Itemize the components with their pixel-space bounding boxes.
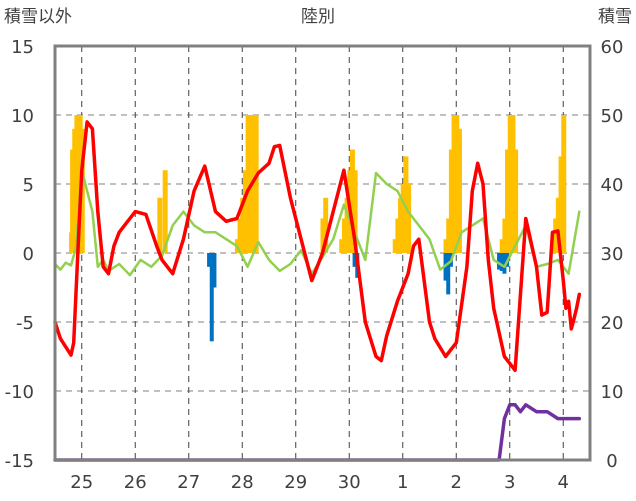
series-lines	[53, 120, 582, 462]
precip-bar	[162, 170, 168, 253]
precip-bar	[454, 115, 460, 253]
y-left-tick-labels: 15 10 5 0 -5 -10 -15	[5, 37, 34, 472]
x-tick-label: 29	[284, 472, 307, 493]
precip-bar	[344, 197, 350, 253]
y-left-tick-label: 5	[23, 175, 34, 196]
precip-bar	[392, 239, 398, 253]
y-right-tick-labels: 60 50 40 30 20 10 0	[601, 37, 624, 472]
precip-bar	[242, 170, 248, 253]
chart-title: 陸別	[301, 7, 335, 27]
precip-bar	[323, 197, 329, 253]
x-tick-label: 1	[397, 472, 408, 493]
precip-bar	[245, 115, 251, 253]
y-right-tick-label: 50	[601, 106, 624, 127]
precip-bar	[395, 218, 401, 253]
precip-bar	[513, 149, 519, 253]
y-left-tick-label: 15	[11, 37, 34, 58]
precip-bar	[349, 149, 355, 253]
negative-bar	[352, 253, 357, 267]
precip-bar	[502, 218, 508, 253]
x-tick-label: 2	[451, 472, 462, 493]
x-tick-label: 4	[558, 472, 569, 493]
y-right-tick-label: 60	[601, 37, 624, 58]
precip-bar	[237, 218, 243, 253]
y-left-axis-title: 積雪以外	[4, 7, 72, 27]
x-tick-label: 3	[504, 472, 515, 493]
precip-bar	[456, 128, 462, 253]
precip-bar	[253, 115, 259, 253]
negative-bar	[446, 253, 451, 295]
precip-bar	[451, 115, 457, 253]
precip-bar	[510, 115, 516, 253]
precip-bar	[499, 239, 505, 253]
precip-bar	[553, 218, 559, 253]
plot-frame	[53, 44, 592, 462]
y-left-tick-label: 10	[11, 106, 34, 127]
precip-bar	[555, 197, 561, 253]
y-right-tick-label: 10	[601, 382, 624, 403]
x-tick-label: 28	[231, 472, 254, 493]
precip-bar	[341, 218, 347, 253]
precip-bar	[240, 197, 246, 253]
x-tick-labels: 25 26 27 28 29 30 1 2 3 4	[70, 472, 569, 493]
precip-bar	[558, 156, 564, 253]
negative-bar	[207, 253, 212, 267]
precip-bar	[443, 239, 449, 253]
negative-bar	[209, 253, 214, 342]
negative-bar	[502, 253, 507, 274]
y-left-tick-label: -15	[5, 451, 34, 472]
precip-bar	[398, 197, 404, 253]
precip-bar	[352, 170, 358, 253]
y-right-axis-title: 積雪	[598, 7, 632, 27]
y-right-tick-label: 40	[601, 175, 624, 196]
y-left-tick-label: -10	[5, 382, 34, 403]
precip-bar	[448, 149, 454, 253]
x-tick-label: 30	[338, 472, 361, 493]
precip-bar	[320, 218, 326, 253]
y-right-tick-label: 20	[601, 313, 624, 334]
y-right-tick-label: 0	[606, 451, 617, 472]
temp_max-line	[53, 120, 582, 373]
precip-bar	[74, 115, 80, 253]
x-tick-label: 25	[70, 472, 93, 493]
y-left-tick-label: -5	[16, 313, 34, 334]
y-left-tick-label: 0	[23, 244, 34, 265]
precip-bar	[400, 184, 406, 253]
negative-bar	[499, 253, 504, 271]
snow_depth-line	[53, 403, 582, 462]
precip-bar	[446, 218, 452, 253]
x-tick-label: 26	[124, 472, 147, 493]
y-right-tick-label: 30	[601, 244, 624, 265]
precip-bar	[561, 115, 567, 253]
precip-bar	[507, 115, 513, 253]
negative-bar	[497, 253, 502, 270]
precip-bar	[406, 184, 412, 253]
x-tick-label: 27	[177, 472, 200, 493]
precip-bar	[505, 149, 511, 253]
negative-bar	[212, 253, 217, 288]
precip-bar	[339, 239, 345, 253]
precip-bar	[157, 197, 163, 253]
